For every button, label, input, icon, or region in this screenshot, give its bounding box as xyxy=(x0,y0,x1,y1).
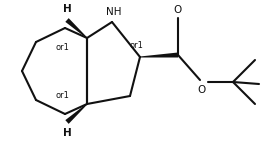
Text: or1: or1 xyxy=(55,43,69,53)
Text: O: O xyxy=(174,5,182,15)
Text: H: H xyxy=(63,128,71,138)
Text: or1: or1 xyxy=(55,91,69,101)
Text: or1: or1 xyxy=(130,40,144,50)
Polygon shape xyxy=(65,104,87,124)
Text: NH: NH xyxy=(106,7,122,17)
Polygon shape xyxy=(65,18,87,38)
Polygon shape xyxy=(140,53,178,58)
Text: O: O xyxy=(197,85,205,95)
Text: H: H xyxy=(63,4,71,14)
